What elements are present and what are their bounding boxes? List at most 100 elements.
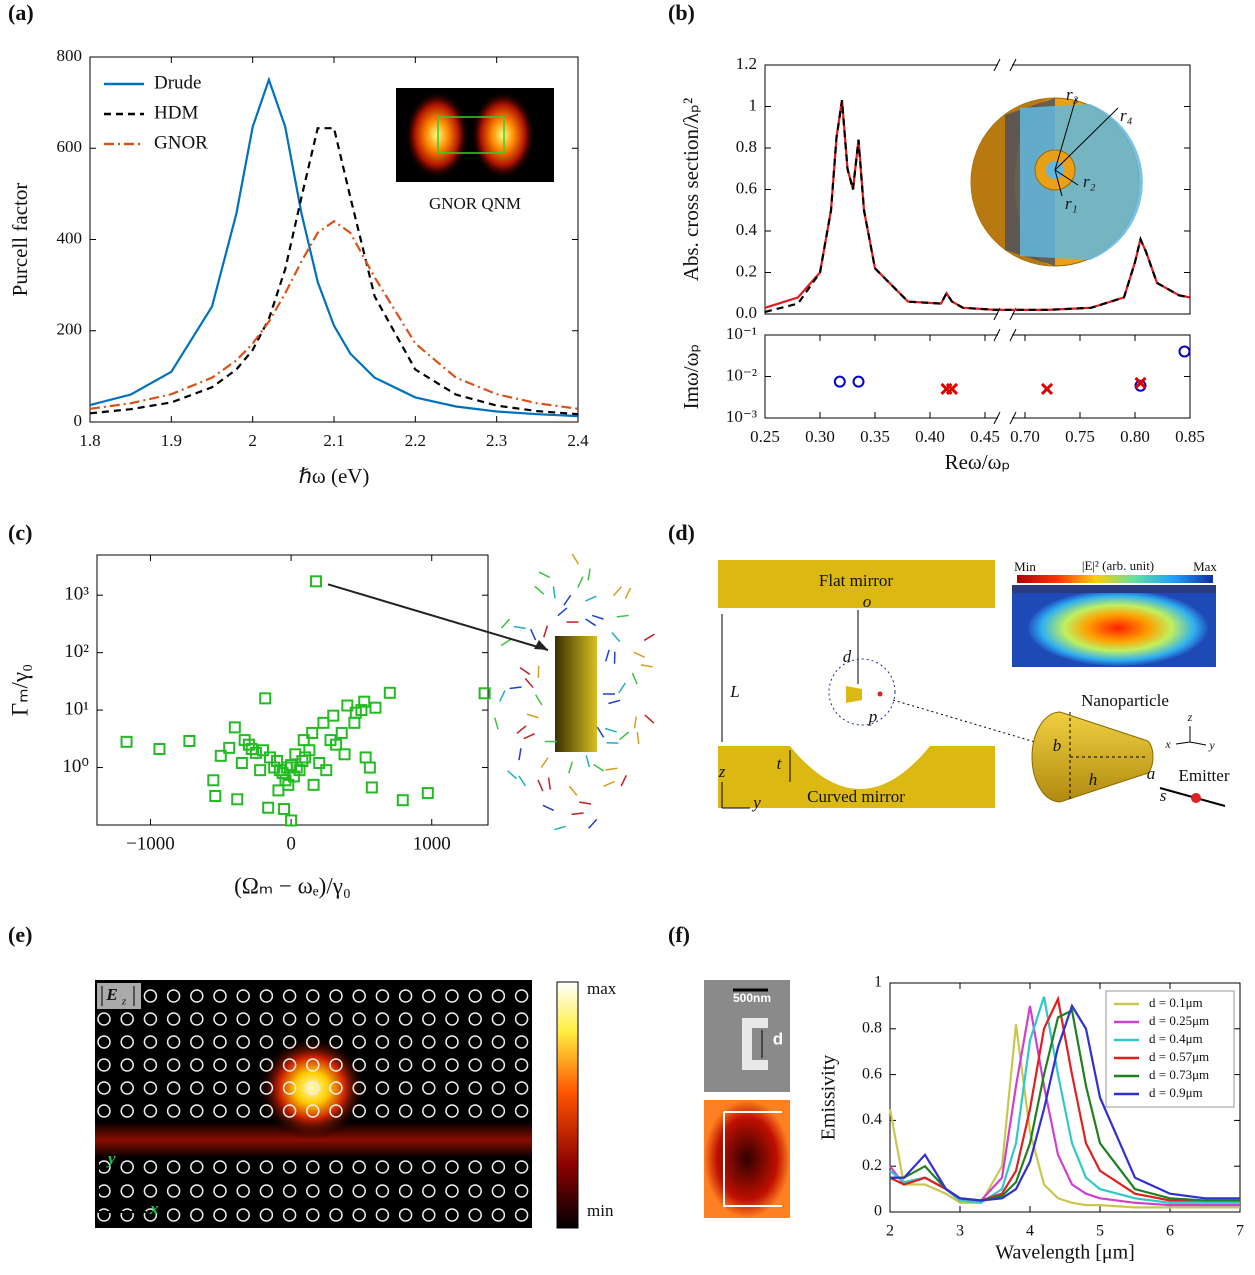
radius-label: r₁ [1065,194,1078,213]
dipole [518,775,527,787]
y-tick-label: 0.2 [862,1157,882,1174]
x-tick-label: 3 [956,1223,964,1240]
hole [422,1184,436,1198]
hole [375,1160,390,1174]
point [349,706,362,719]
axis-label: y [106,1149,116,1168]
series-line [89,76,579,418]
hole [190,1058,204,1072]
hole [166,1104,181,1118]
hole [398,1035,413,1049]
dipole [519,667,531,675]
hole [143,1081,158,1095]
x-tick-label: 6 [1166,1223,1174,1240]
hole [190,1208,204,1222]
hole [282,1058,297,1072]
dipole [593,763,605,772]
legend-label: d = 0.73μm [1149,1067,1209,1082]
y-tick-label: 10⁻¹ [726,324,757,343]
point [297,734,310,747]
series-line [889,995,1240,1202]
point [120,735,133,748]
radius [1054,107,1119,171]
label: s [1160,786,1167,805]
point [335,726,348,739]
hole [445,1035,459,1049]
hole [329,989,343,1003]
emitter [877,691,883,697]
hole [259,1035,274,1049]
hole [329,1081,343,1095]
y-tick-label: 10⁻² [726,365,757,384]
hole [213,989,227,1003]
dipole [624,587,632,600]
legend-label: Drude [154,72,201,93]
label: Flat mirror [819,571,893,590]
hole [306,1104,320,1118]
y-tick-label: 600 [57,137,83,156]
hole [514,1012,529,1026]
hole [468,1035,482,1049]
dipole [612,586,623,597]
hole [445,1208,459,1222]
legend-label: d = 0.9μm [1149,1085,1203,1100]
hole [352,1208,366,1222]
dipole [587,568,591,581]
x-tick-label: 1.9 [161,431,182,450]
dimension-label: d [773,1029,783,1048]
cavity-mode [257,1036,367,1140]
structure-outline [723,1111,782,1207]
axis-break [998,62,1012,68]
axis-break [1009,411,1017,425]
point [245,743,258,756]
dipole [547,777,551,790]
inset-hotspot [405,91,469,179]
inset-caption: GNOR QNM [429,194,521,213]
hole [120,1104,134,1118]
hole [213,1035,227,1049]
x-axis-label: ℏω (eV) [299,464,370,488]
x-tick-label: −1000 [126,833,175,854]
hole [190,989,204,1003]
hole [398,1081,413,1095]
point [289,748,302,761]
hole [491,1208,506,1222]
cone [1031,711,1154,803]
mirror-edge [1012,585,1216,593]
hole [398,1184,413,1198]
label: h [1089,770,1098,789]
plot-frame [764,334,1191,419]
dipole [499,690,506,702]
hole [329,1035,343,1049]
hole [445,1012,459,1026]
hole [236,1208,250,1222]
hole [329,1184,343,1198]
point [396,794,409,807]
hole [282,1208,297,1222]
hole [468,1058,482,1072]
point [272,784,285,797]
x-tick-label: 2.3 [486,431,507,450]
label: z [718,762,726,781]
axis-break [993,411,1001,425]
hole [514,1081,529,1095]
field-label: E [105,985,117,1004]
dipole [577,576,584,588]
hole [306,1160,320,1174]
legend-label: HDM [154,102,198,123]
y-axis-label: Imω/ωₚ [679,344,703,410]
label: p [868,707,878,726]
hole [491,1184,506,1198]
point [852,375,865,388]
hole [352,1184,366,1198]
dipole [568,761,574,774]
dipole [616,614,629,618]
hole [398,989,413,1003]
hole [190,1012,204,1026]
hole [259,1012,274,1026]
inset-hotspot [471,91,535,179]
hole [143,1058,158,1072]
dipole [524,677,534,689]
hole [514,1208,529,1222]
